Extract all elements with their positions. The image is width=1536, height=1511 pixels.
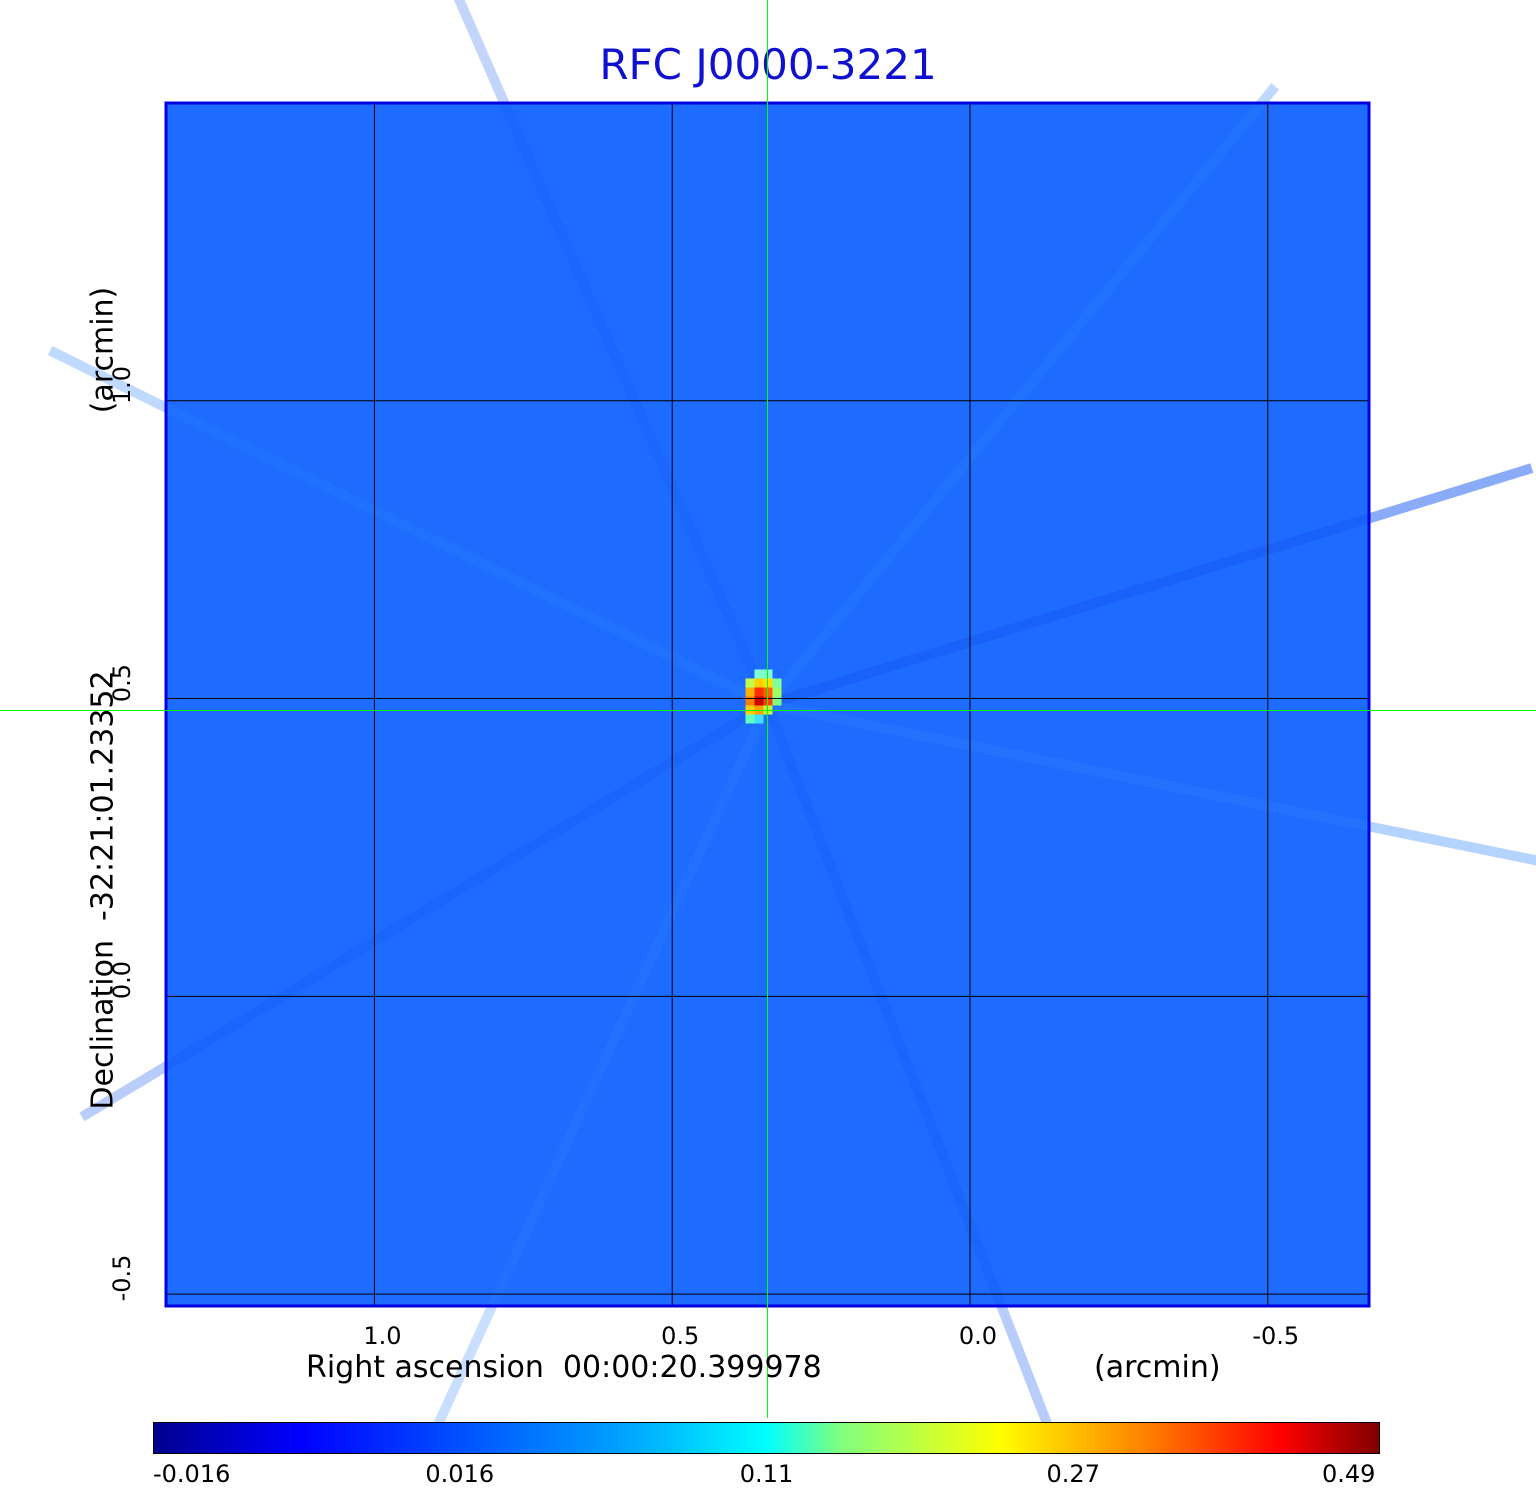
- sidelobe-streak: [430, 702, 773, 1435]
- colorbar-tick-label: 0.49: [1322, 1460, 1376, 1488]
- sidelobe-streak: [453, 0, 773, 707]
- sidelobe-streak: [763, 83, 1280, 708]
- x-axis-label: Right ascension 00:00:20.399978: [306, 1350, 822, 1385]
- colorbar: [153, 1422, 1380, 1454]
- sidelobe-streak: [47, 345, 770, 709]
- peak-pixel: [772, 696, 782, 706]
- x-tick-label: 0.0: [958, 1322, 998, 1350]
- sidelobe-streak: [766, 699, 1536, 866]
- peak-pixel: [772, 678, 782, 688]
- peak-pixel: [745, 678, 755, 688]
- x-axis-unit: (arcmin): [1094, 1350, 1221, 1385]
- x-tick-label: -0.5: [1252, 1322, 1300, 1350]
- y-tick-label: -0.5: [108, 1254, 136, 1302]
- peak-pixel: [745, 696, 755, 706]
- colorbar-tick-label: -0.016: [153, 1460, 231, 1488]
- sidelobe-streak: [79, 700, 771, 1122]
- sidelobe-streak: [766, 463, 1534, 710]
- peak-pixel: [754, 687, 764, 697]
- x-tick-label: 1.0: [363, 1322, 402, 1350]
- peak-pixel: [745, 687, 755, 697]
- x-tick-label: 0.5: [661, 1322, 700, 1350]
- y-axis-unit: (arcmin): [85, 286, 121, 414]
- peak-pixel: [745, 714, 755, 724]
- peak-pixel: [754, 678, 764, 688]
- intensity-map: [47, 0, 1536, 1452]
- colorbar-tick-label: 0.11: [739, 1460, 794, 1488]
- crosshair: [0, 0, 1536, 1418]
- peak-pixel: [754, 696, 764, 706]
- peak-pixel: [754, 714, 764, 724]
- colorbar-tick-label: 0.27: [1046, 1460, 1100, 1488]
- peak-pixel: [772, 687, 782, 697]
- sidelobe-streak: [762, 702, 1063, 1452]
- peak-pixel: [754, 669, 764, 679]
- colorbar-tick-label: 0.016: [425, 1460, 495, 1488]
- y-axis-label: Declination -32:21:01.23352: [85, 670, 121, 1110]
